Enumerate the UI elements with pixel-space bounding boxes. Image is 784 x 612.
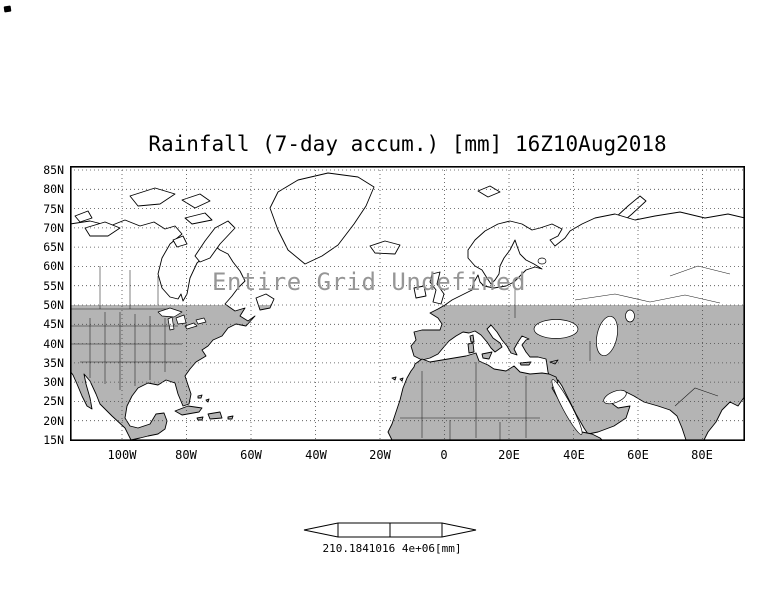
black-sea	[533, 319, 579, 339]
lat-tick-label: 15N	[43, 433, 64, 447]
lat-tick-label: 80N	[43, 182, 64, 196]
map-plot-area: Entire Grid Undefined	[70, 166, 745, 441]
lat-tick-label: 20N	[43, 414, 64, 428]
lon-tick-label: 20E	[498, 448, 520, 462]
colorbar-values: 210.1841016 4e+06	[322, 542, 436, 555]
aral-sea	[625, 309, 635, 323]
lat-tick-label: 75N	[43, 202, 64, 216]
lat-tick-label: 85N	[43, 163, 64, 177]
lake-superior	[157, 307, 183, 318]
lat-tick-label: 45N	[43, 317, 64, 331]
lon-tick-label: 60W	[240, 448, 262, 462]
grid-undefined-message: Entire Grid Undefined	[212, 268, 526, 296]
lat-tick-label: 30N	[43, 375, 64, 389]
lon-tick-label: 80E	[691, 448, 713, 462]
lat-tick-label: 25N	[43, 394, 64, 408]
lat-tick-label: 40N	[43, 337, 64, 351]
lon-tick-label: 60E	[627, 448, 649, 462]
inland-water	[157, 257, 635, 435]
map-frame	[70, 166, 745, 441]
lat-tick-label: 55N	[43, 279, 64, 293]
lon-tick-label: 40W	[305, 448, 327, 462]
map-canvas	[70, 166, 745, 441]
lake-ladoga	[537, 257, 547, 265]
persian-gulf	[603, 389, 627, 405]
lat-tick-label: 50N	[43, 298, 64, 312]
lon-tick-label: 0	[440, 448, 448, 462]
corner-artifact	[3, 5, 12, 13]
caspian-sea	[596, 315, 618, 357]
lon-tick-label: 40E	[563, 448, 585, 462]
plot-title: Rainfall (7-day accum.) [mm] 16Z10Aug201…	[148, 132, 667, 156]
lat-tick-label: 35N	[43, 356, 64, 370]
lat-tick-label: 70N	[43, 221, 64, 235]
colorbar-label: 210.1841016 4e+06[mm]	[292, 542, 492, 555]
lake-ontario	[195, 317, 207, 325]
lat-tick-label: 60N	[43, 259, 64, 273]
lake-huron	[175, 314, 187, 325]
lon-tick-label: 20W	[369, 448, 391, 462]
colorbar-unit: [mm]	[435, 542, 462, 555]
colorbar	[303, 522, 477, 538]
lat-tick-label: 65N	[43, 240, 64, 254]
lake-michigan	[167, 316, 175, 331]
land-below-50n	[70, 305, 745, 441]
lon-tick-label: 80W	[175, 448, 197, 462]
lon-tick-label: 100W	[107, 448, 137, 462]
